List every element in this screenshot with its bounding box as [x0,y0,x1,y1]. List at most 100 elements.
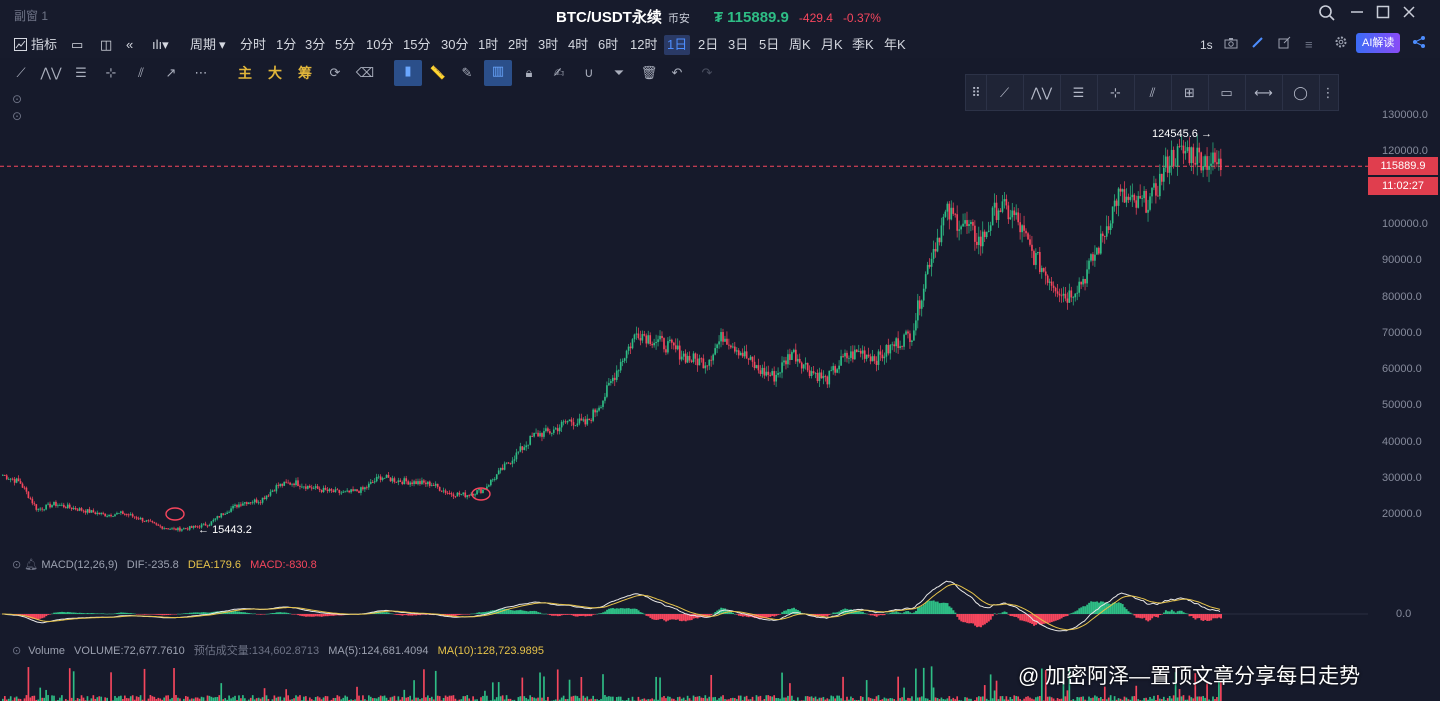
price-chart[interactable] [0,90,1440,701]
period-dropdown[interactable]: 周期 [190,37,217,52]
period-3h[interactable]: 3时 [538,37,559,52]
magnet-icon[interactable]: ∪ [584,65,594,80]
period-week[interactable]: 周K [789,37,811,52]
candle-body [737,350,740,356]
horizontal-line-icon[interactable]: ⊹ [105,65,117,80]
undo-icon[interactable]: ↶ [671,65,683,80]
period-2h[interactable]: 2时 [508,37,529,52]
more-icon[interactable]: ⋯ [194,65,208,80]
bookmark-icon[interactable]: ▮ [394,60,422,86]
volume-collapse-icon[interactable]: ⊙ [12,645,22,657]
macd-histogram-bar [722,608,725,614]
period-15m[interactable]: 15分 [403,37,431,52]
refresh-interval[interactable]: 1s [1200,38,1213,52]
edit-icon[interactable]: ✍ [553,65,565,80]
share-icon[interactable] [1412,35,1426,55]
redo-icon[interactable]: ↷ [701,65,713,80]
period-30m[interactable]: 30分 [441,37,469,52]
chip-distribution-button[interactable]: 筹 [298,65,312,81]
expand-icon[interactable]: ⊙ [12,92,23,106]
volume-title[interactable]: Volume [28,645,65,657]
macd-histogram-bar [889,612,892,614]
period-5m[interactable]: 5分 [335,37,356,52]
period-year[interactable]: 年K [884,37,906,52]
macd-histogram-bar [328,614,331,616]
replay-icon[interactable]: « [126,37,134,52]
candle-body [1005,199,1008,206]
period-3m[interactable]: 3分 [305,37,326,52]
channel-icon[interactable]: ⫽ [138,65,144,80]
search-icon[interactable] [1316,4,1338,26]
macd-histogram-bar [122,612,124,614]
period-1d[interactable]: 1日 [664,35,691,55]
macd-histogram-bar [72,612,75,614]
period-12h[interactable]: 12时 [630,37,658,52]
big-order-button[interactable]: 大 [268,65,282,81]
volume-bar [155,699,158,701]
period-fenshi[interactable]: 分时 [240,37,267,52]
gear-icon[interactable] [1334,35,1348,55]
float-add-icon[interactable]: ⊞ [1171,75,1209,110]
float-trendline-icon[interactable]: ⟋ [986,75,1024,110]
expand-icon-2[interactable]: ⊙ [12,109,23,123]
float-ellipse-icon[interactable]: ◯ [1282,75,1320,110]
ray-icon[interactable]: ↗ [165,65,177,80]
float-parallel-icon[interactable]: ☰ [1060,75,1098,110]
macd-histogram-bar [669,614,672,620]
float-more-icon[interactable]: ⋮ [1321,85,1335,100]
pen-icon[interactable] [1251,35,1265,55]
period-month[interactable]: 月K [821,37,843,52]
lock-icon[interactable]: 🔒︎ [525,65,533,80]
calendar-icon[interactable]: ▭ [71,37,84,52]
period-2d[interactable]: 2日 [698,37,719,52]
float-wave-icon[interactable]: ⋀⋁ [1023,75,1061,110]
eraser-icon[interactable]: ⌫ [355,65,375,80]
period-10m[interactable]: 10分 [366,37,394,52]
period-3d[interactable]: 3日 [728,37,749,52]
candles-icon[interactable]: ▥ [484,60,512,86]
float-measure-icon[interactable]: ⟷ [1245,75,1283,110]
period-1h[interactable]: 1时 [478,37,499,52]
period-quarter[interactable]: 季K [852,37,874,52]
trash-icon[interactable]: 🗑︎ [640,65,658,80]
float-channel-icon[interactable]: ⫽ [1134,75,1172,110]
filter-icon[interactable]: ⏷ [613,65,625,80]
period-6h[interactable]: 6时 [598,37,619,52]
popout-icon[interactable] [1278,35,1291,55]
drag-handle-icon[interactable]: ⠿ [966,75,987,110]
close-icon[interactable] [1398,4,1420,26]
refresh-icon[interactable]: ⟳ [329,65,341,80]
volume-bar [259,698,262,701]
symbol-name[interactable]: BTC/USDT永续 [556,9,662,26]
layout-icon[interactable]: ◫ [100,37,113,52]
wave-icon[interactable]: ⋀⋁ [40,65,62,80]
candle-body [1037,252,1039,254]
indicator-button[interactable]: 指标 [31,37,58,52]
indicator-icon[interactable] [14,35,27,55]
parallel-lines-icon[interactable]: ☰ [75,65,87,80]
ai-analysis-button[interactable]: AI解读 [1356,33,1401,53]
macd-title[interactable]: MACD(12,26,9) [41,559,118,571]
volume-bar [857,699,860,701]
period-4h[interactable]: 4时 [568,37,589,52]
main-indicator-button[interactable]: 主 [238,65,252,81]
trendline-icon[interactable]: ⟋ [16,65,26,80]
minimize-icon[interactable] [1346,4,1368,26]
ruler-icon[interactable]: 📏 [429,65,447,80]
macd-histogram-bar [379,611,382,614]
collapse-icon[interactable]: ⊙ [12,559,22,571]
chart-type-icon[interactable]: ılı▾ [152,37,169,52]
volume-bar [806,696,809,701]
period-1m[interactable]: 1分 [276,37,297,52]
brush-icon[interactable]: ✎ [461,65,473,80]
camera-icon[interactable] [1224,35,1238,55]
float-rectangle-icon[interactable]: ▭ [1208,75,1246,110]
volume-bar [1153,695,1155,701]
maximize-icon[interactable] [1372,4,1394,26]
candle-body [59,505,61,506]
float-hline-icon[interactable]: ⊹ [1097,75,1135,110]
chevron-down-icon[interactable]: ▾ [219,37,226,52]
period-5d[interactable]: 5日 [759,37,780,52]
menu-icon[interactable]: ≡ [1305,37,1313,52]
bell-icon[interactable]: 🔔︎ [24,559,39,571]
